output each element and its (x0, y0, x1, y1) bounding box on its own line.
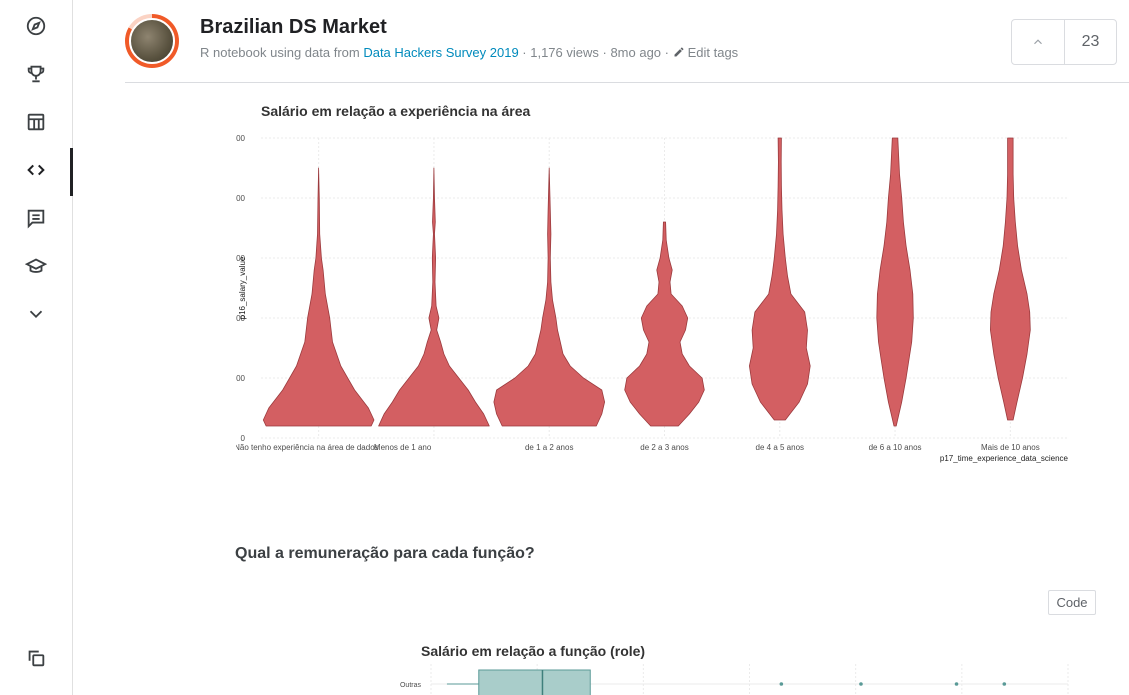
y-tick-label: 10000 (236, 314, 246, 323)
violin-shape (262, 167, 375, 427)
chart-title: Salário em relação a experiência na área (261, 103, 530, 119)
notebook-title: Brazilian DS Market (200, 16, 387, 38)
outlier-point (1002, 682, 1007, 686)
outlier-point (954, 682, 959, 686)
violin-shape (624, 221, 705, 427)
sidebar-item-datasets[interactable] (0, 100, 72, 144)
trophy-icon (27, 65, 45, 83)
notebook-header: Brazilian DS Market R notebook using dat… (125, 0, 1129, 83)
x-tick-label: Menos de 1 ano (374, 443, 432, 452)
vote-count: 23 (1081, 33, 1100, 50)
compass-icon (26, 16, 46, 36)
sidebar-item-competitions[interactable] (0, 52, 72, 96)
boxplot-chart: Salário em relação a função (role) Outras (400, 643, 1069, 695)
author-avatar[interactable] (125, 14, 179, 68)
violin-shape (493, 167, 606, 427)
left-sidebar (0, 0, 73, 695)
notebook-subtitle: R notebook using data from Data Hackers … (200, 45, 738, 60)
outlier-point (859, 682, 863, 686)
y-tick-label: 25000 (236, 134, 246, 143)
y-axis-label: p16_salary_value (238, 256, 247, 319)
sidebar-item-courses[interactable] (0, 244, 72, 288)
upvote-button[interactable] (1012, 20, 1065, 64)
violin-chart: Salário em relação a experiência na área… (236, 103, 1069, 463)
x-tick-label: Mais de 10 anos (981, 443, 1040, 452)
violin-shape (749, 137, 811, 421)
code-icon (27, 164, 45, 176)
edit-tags-label: Edit tags (687, 45, 739, 60)
outlier-point (779, 682, 784, 686)
sidebar-item-discussion[interactable] (0, 196, 72, 240)
x-tick-label: de 1 a 2 anos (525, 443, 573, 452)
box-rect (478, 669, 591, 695)
chevron-up-icon (1034, 39, 1042, 45)
sidebar-item-more[interactable] (0, 292, 72, 336)
violin-shape (990, 137, 1031, 421)
y-tick-label: 5000 (236, 374, 246, 383)
subtitle-prefix: R notebook using data from (200, 45, 364, 60)
sidebar-item-compass[interactable] (0, 4, 72, 48)
pencil-icon (674, 47, 684, 57)
sidebar-item-copy[interactable] (0, 636, 72, 680)
dataset-link[interactable]: Data Hackers Survey 2019 (363, 45, 519, 60)
y-tick-label: 15000 (236, 254, 246, 263)
comment-icon (27, 209, 45, 229)
code-button[interactable]: Code (1048, 590, 1096, 615)
y-tick-label: 0 (241, 434, 246, 443)
section-heading: Qual a remuneração para cada função? (235, 545, 535, 562)
chart-title: Salário em relação a função (role) (421, 643, 645, 659)
y-tick-label: 20000 (236, 194, 246, 203)
sidebar-item-code[interactable] (0, 148, 73, 196)
x-axis-label: p17_time_experience_data_science (940, 454, 1069, 463)
views-info: · 1,176 views · 8mo ago · (518, 45, 673, 60)
vote-widget: 23 (1011, 19, 1117, 65)
copy-icon (28, 650, 45, 667)
y-tick-label: Outras (400, 682, 422, 689)
chevron-down-icon (29, 310, 43, 319)
x-tick-label: de 6 a 10 anos (869, 443, 922, 452)
x-tick-label: de 2 a 3 anos (640, 443, 688, 452)
edit-tags-link[interactable]: Edit tags (673, 45, 739, 60)
table-icon (27, 113, 45, 131)
violin-shape (876, 137, 914, 427)
graduation-cap-icon (25, 258, 47, 273)
x-tick-label: Não tenho experiência na área de dados (236, 443, 379, 452)
x-tick-label: de 4 a 5 anos (756, 443, 804, 452)
violin-shape (378, 167, 490, 427)
